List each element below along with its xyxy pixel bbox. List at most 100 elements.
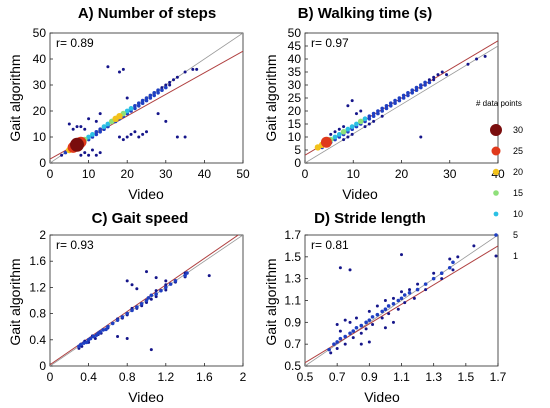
panel-a-ytick-label: 0	[39, 156, 46, 170]
panel-b-point	[427, 80, 432, 85]
panel-a-point	[172, 78, 176, 82]
panel-c-point	[98, 330, 102, 334]
panel-a-point	[75, 125, 79, 129]
panel-c-point	[183, 273, 187, 278]
panel-d: D) Stride length Video Gait algorithm 0.…	[263, 210, 507, 405]
panel-b-point	[393, 98, 397, 103]
panel-b-ytick-label: 30	[288, 78, 302, 92]
panel-a-point	[60, 153, 64, 157]
panel-d-ylabel: Gait algorithm	[263, 258, 279, 345]
panel-d-point	[432, 271, 436, 275]
panel-b-point	[336, 132, 342, 137]
panel-d-point	[359, 342, 363, 346]
panel-d-point	[451, 268, 455, 272]
panel-c-xtick-label: 1.6	[196, 370, 213, 384]
panel-a-point	[133, 130, 137, 134]
panel-b-point	[350, 99, 354, 103]
panel-c-point	[135, 305, 139, 309]
panel-c-xlabel: Video	[128, 389, 164, 405]
panel-d-point	[380, 309, 385, 314]
panel-b-point	[445, 73, 449, 77]
panel-a-point	[98, 130, 102, 134]
panel-a-point	[141, 132, 145, 136]
legend-label: 30	[513, 125, 523, 135]
panel-d-point	[423, 282, 428, 286]
panel-b-ytick-label: 20	[288, 104, 302, 118]
panel-d-point	[472, 244, 476, 248]
panel-d-point	[383, 299, 387, 302]
panel-a-point	[83, 151, 87, 155]
panel-c-title: C) Gait speed	[92, 210, 189, 227]
panel-d-point	[370, 315, 375, 319]
panel-a-title: A) Number of steps	[78, 5, 216, 22]
panel-d-xtick-label: 1.3	[425, 370, 442, 384]
panel-b-point	[419, 85, 423, 90]
panel-d-identity-line	[305, 235, 498, 366]
panel-d-point	[383, 326, 387, 330]
legend-label: 1	[513, 251, 518, 261]
panel-d-point	[375, 312, 380, 317]
panel-a-xtick-label: 0	[47, 167, 54, 181]
panel-b-ytick-label: 40	[288, 52, 302, 66]
panel-a-point	[164, 83, 168, 87]
legend-marker	[491, 146, 501, 156]
panel-a-point	[137, 135, 141, 139]
panel-b-point	[419, 135, 423, 139]
panel-a-point	[94, 130, 99, 134]
panel-d-point	[415, 287, 420, 292]
panel-a-point	[117, 70, 121, 74]
panel-d-point	[396, 298, 401, 303]
panel-d-point	[351, 336, 355, 340]
panel-a-xtick-label: 20	[121, 167, 135, 181]
panel-a-series	[50, 33, 243, 163]
panel-a-ylabel: Gait algorithm	[7, 54, 23, 141]
panel-b-point	[414, 85, 419, 90]
panel-d-point	[359, 323, 364, 328]
panel-a-point	[183, 135, 187, 139]
panel-c-point	[185, 271, 189, 275]
panel-d-point	[447, 265, 452, 270]
panel-a-point	[90, 132, 95, 137]
panel-d-xtick-label: 1.1	[393, 370, 410, 384]
panel-a-point	[156, 91, 160, 95]
panel-c-point	[154, 292, 158, 296]
panel-c-r-annotation: r= 0.93	[56, 238, 94, 252]
panel-b-point	[320, 136, 332, 148]
panel-c-point	[149, 348, 153, 352]
panel-b-title: B) Walking time (s)	[298, 5, 432, 22]
panel-a-point	[86, 134, 91, 140]
panel-b-point	[354, 121, 359, 127]
panel-d-ytick-label: 1.3	[284, 272, 301, 286]
panel-c-ytick-label: 2	[39, 228, 46, 242]
legend-label: 20	[513, 167, 523, 177]
panel-d-point	[403, 301, 407, 305]
panel-d-point	[387, 312, 391, 316]
panel-a-point	[152, 91, 157, 95]
panel-b-point	[432, 75, 436, 79]
panel-a-point	[152, 93, 157, 98]
panel-d-ytick-label: 0.9	[284, 315, 301, 329]
panel-d-point	[412, 296, 416, 300]
panel-b-ytick-label: 10	[288, 130, 302, 144]
panel-a-point	[124, 108, 130, 114]
panel-a-point	[175, 75, 179, 79]
panel-c-point	[125, 336, 129, 340]
panel-c-point	[125, 279, 129, 283]
panel-c-point	[101, 328, 105, 332]
panel-a-point	[140, 101, 145, 105]
panel-d-xtick-label: 1.7	[490, 370, 507, 384]
legend-label: 15	[513, 188, 523, 198]
panel-a-point	[191, 67, 195, 71]
panel-c-point	[164, 283, 168, 287]
panel-b-point	[388, 101, 393, 105]
panel-d-ytick-label: 0.7	[284, 337, 301, 351]
panel-d-point	[380, 316, 384, 320]
panel-d-point	[448, 257, 452, 261]
panel-c-point	[154, 295, 158, 299]
panel-a-point	[156, 88, 160, 92]
panel-a-point	[148, 93, 153, 98]
panel-b-point	[350, 132, 354, 136]
panel-a-ytick-label: 30	[33, 78, 47, 92]
panel-a-point	[160, 86, 164, 90]
